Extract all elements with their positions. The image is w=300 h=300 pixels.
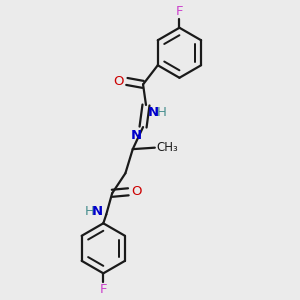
Text: N: N [148, 106, 159, 119]
Text: H: H [157, 106, 167, 119]
Text: H: H [85, 205, 94, 218]
Text: O: O [113, 75, 124, 88]
Text: N: N [92, 205, 103, 218]
Text: F: F [176, 5, 183, 18]
Text: F: F [100, 283, 107, 296]
Text: O: O [131, 185, 142, 198]
Text: CH₃: CH₃ [156, 141, 178, 154]
Text: N: N [130, 128, 142, 142]
